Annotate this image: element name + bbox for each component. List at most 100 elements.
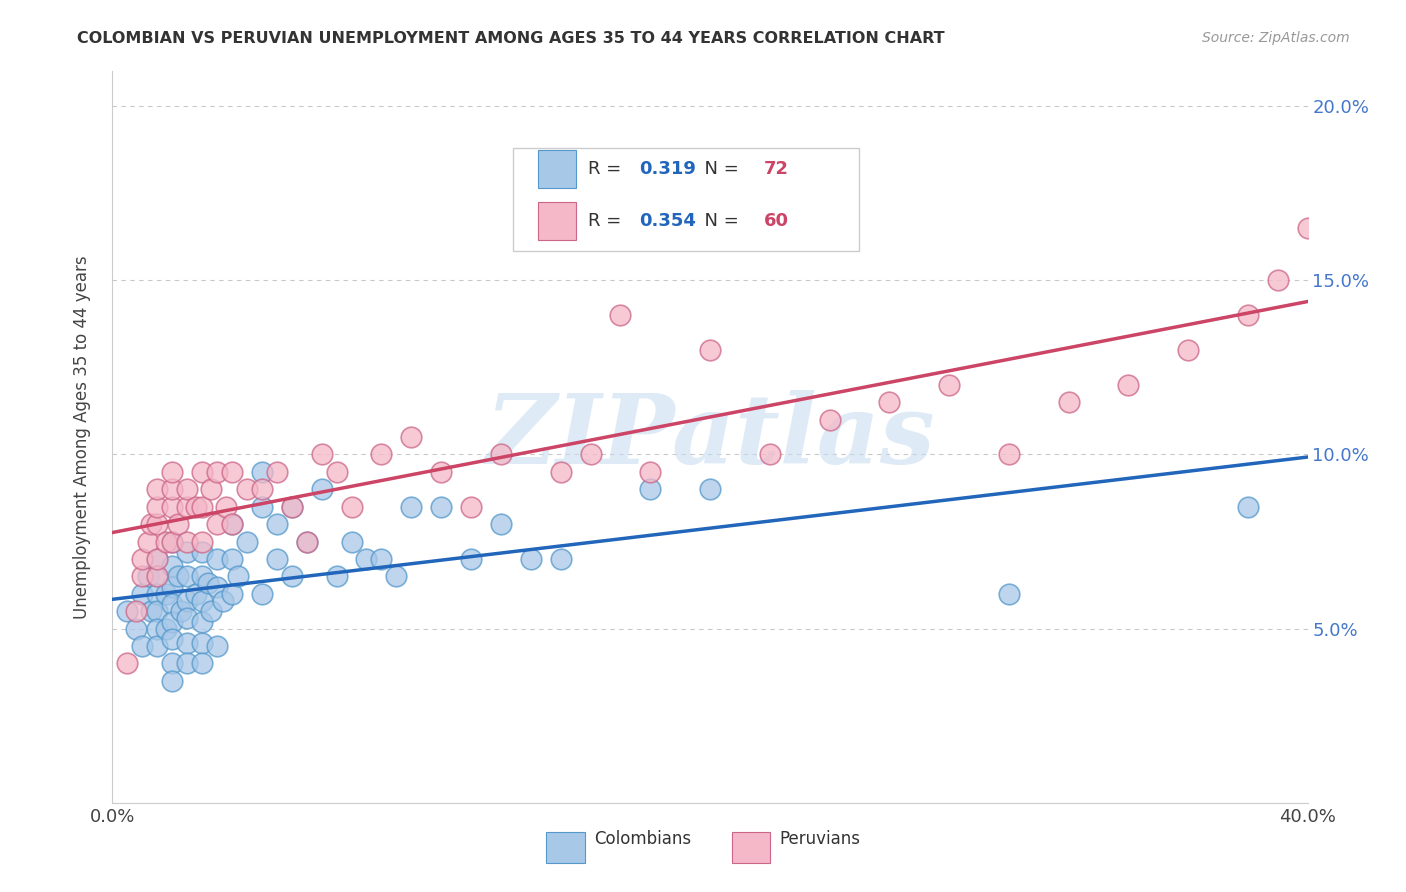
Point <box>356 552 378 566</box>
Text: R =: R = <box>588 161 627 178</box>
Point <box>236 534 259 549</box>
Point <box>401 430 423 444</box>
Point <box>191 545 214 559</box>
Point <box>176 611 198 625</box>
Point <box>186 587 208 601</box>
Point <box>938 377 960 392</box>
Point <box>155 534 177 549</box>
Point <box>117 657 139 671</box>
Point <box>200 604 222 618</box>
Point <box>191 594 214 608</box>
Point <box>699 343 721 357</box>
Point <box>162 615 183 629</box>
Point <box>295 534 318 549</box>
Point <box>167 517 190 532</box>
Point <box>215 500 238 514</box>
Point <box>131 552 153 566</box>
Point <box>205 465 228 479</box>
Text: 0.319: 0.319 <box>640 161 696 178</box>
Point <box>489 517 512 532</box>
Point <box>340 534 363 549</box>
Point <box>146 552 169 566</box>
Point <box>212 594 235 608</box>
FancyBboxPatch shape <box>538 202 576 240</box>
Point <box>205 517 228 532</box>
Point <box>162 657 183 671</box>
Point <box>191 569 214 583</box>
Point <box>191 500 214 514</box>
Point <box>236 483 259 497</box>
Text: Source: ZipAtlas.com: Source: ZipAtlas.com <box>1202 31 1350 45</box>
Text: ZIPatlas: ZIPatlas <box>485 390 935 484</box>
Point <box>221 517 243 532</box>
Point <box>250 483 273 497</box>
Point <box>879 395 901 409</box>
Point <box>250 500 273 514</box>
Point <box>191 534 214 549</box>
Point <box>1237 308 1260 322</box>
Point <box>146 639 169 653</box>
Point <box>550 552 572 566</box>
Point <box>197 576 219 591</box>
Point <box>191 615 214 629</box>
Point <box>205 580 228 594</box>
Point <box>176 545 198 559</box>
Point <box>191 635 214 649</box>
Text: N =: N = <box>693 211 745 229</box>
Point <box>311 483 333 497</box>
Point <box>125 604 148 618</box>
Point <box>162 534 183 549</box>
Point <box>162 483 183 497</box>
Point <box>1237 500 1260 514</box>
Point <box>281 569 304 583</box>
Point <box>146 517 169 532</box>
Point <box>699 483 721 497</box>
Point <box>221 465 243 479</box>
Text: 72: 72 <box>763 161 789 178</box>
Point <box>146 604 169 618</box>
Point <box>162 500 183 514</box>
Point <box>146 587 169 601</box>
Point <box>460 500 482 514</box>
Point <box>162 580 183 594</box>
Point <box>146 483 169 497</box>
Point <box>998 587 1021 601</box>
Point <box>131 569 153 583</box>
Point <box>250 465 273 479</box>
Point <box>401 500 423 514</box>
Point <box>162 558 183 573</box>
Text: Peruvians: Peruvians <box>779 830 860 848</box>
Point <box>205 552 228 566</box>
Point <box>325 465 347 479</box>
Point <box>266 465 288 479</box>
Point <box>311 448 333 462</box>
Point <box>131 639 153 653</box>
FancyBboxPatch shape <box>513 148 859 251</box>
Point <box>1118 377 1140 392</box>
Point <box>176 657 198 671</box>
Point <box>340 500 363 514</box>
Point <box>430 465 453 479</box>
Point <box>266 552 288 566</box>
Point <box>176 500 198 514</box>
Point <box>460 552 482 566</box>
Point <box>430 500 453 514</box>
Point <box>141 604 163 618</box>
Point <box>205 639 228 653</box>
Point <box>155 587 177 601</box>
Point <box>325 569 347 583</box>
Point <box>370 552 392 566</box>
Point <box>176 569 198 583</box>
Text: Colombians: Colombians <box>595 830 692 848</box>
Point <box>162 673 183 688</box>
Point <box>162 632 183 646</box>
Point <box>221 587 243 601</box>
Point <box>818 412 841 426</box>
Point <box>221 517 243 532</box>
Point <box>520 203 543 218</box>
Point <box>221 552 243 566</box>
Point <box>141 517 163 532</box>
Point <box>125 622 148 636</box>
Point <box>162 534 183 549</box>
Point <box>170 604 193 618</box>
